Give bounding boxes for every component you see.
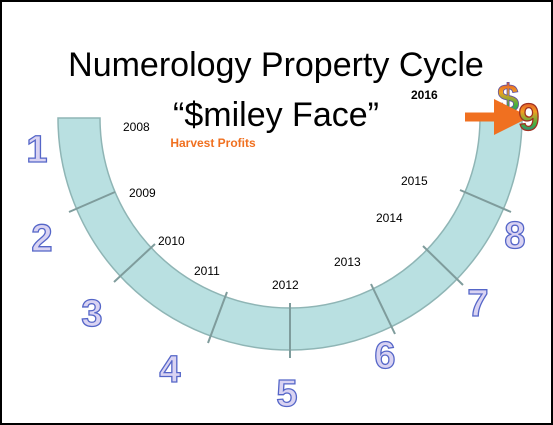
year: 2012: [272, 278, 299, 292]
cycle-number: 4: [159, 349, 180, 391]
year: 2014: [376, 211, 403, 225]
cycle-number: 5: [276, 373, 297, 415]
cycle-number: 3: [81, 293, 102, 335]
title-line1: Numerology Property Cycle: [68, 46, 484, 84]
harvest-label: Harvest Profits: [170, 136, 256, 150]
cycle-number: 1: [26, 129, 47, 171]
cycle-number: 9: [518, 97, 539, 139]
cycle-number: 7: [467, 283, 488, 325]
divider: [207, 291, 228, 344]
cycle-number: 6: [374, 335, 395, 377]
divider: [113, 243, 156, 283]
year: 2015: [401, 174, 428, 188]
cycle-number: 2: [31, 218, 52, 260]
year: 2010: [158, 234, 185, 248]
dividers: [68, 189, 512, 358]
year: 2011: [194, 264, 220, 278]
year: 2008: [123, 120, 150, 134]
year: 2009: [129, 186, 156, 200]
divider: [370, 283, 396, 335]
divider: [422, 245, 464, 286]
cycle-number: 8: [504, 215, 525, 257]
year: 2016: [411, 88, 438, 102]
title-line2: “$miley Face”: [173, 96, 379, 134]
year: 2013: [334, 255, 361, 269]
divider: [459, 189, 512, 213]
divider: [68, 191, 116, 213]
